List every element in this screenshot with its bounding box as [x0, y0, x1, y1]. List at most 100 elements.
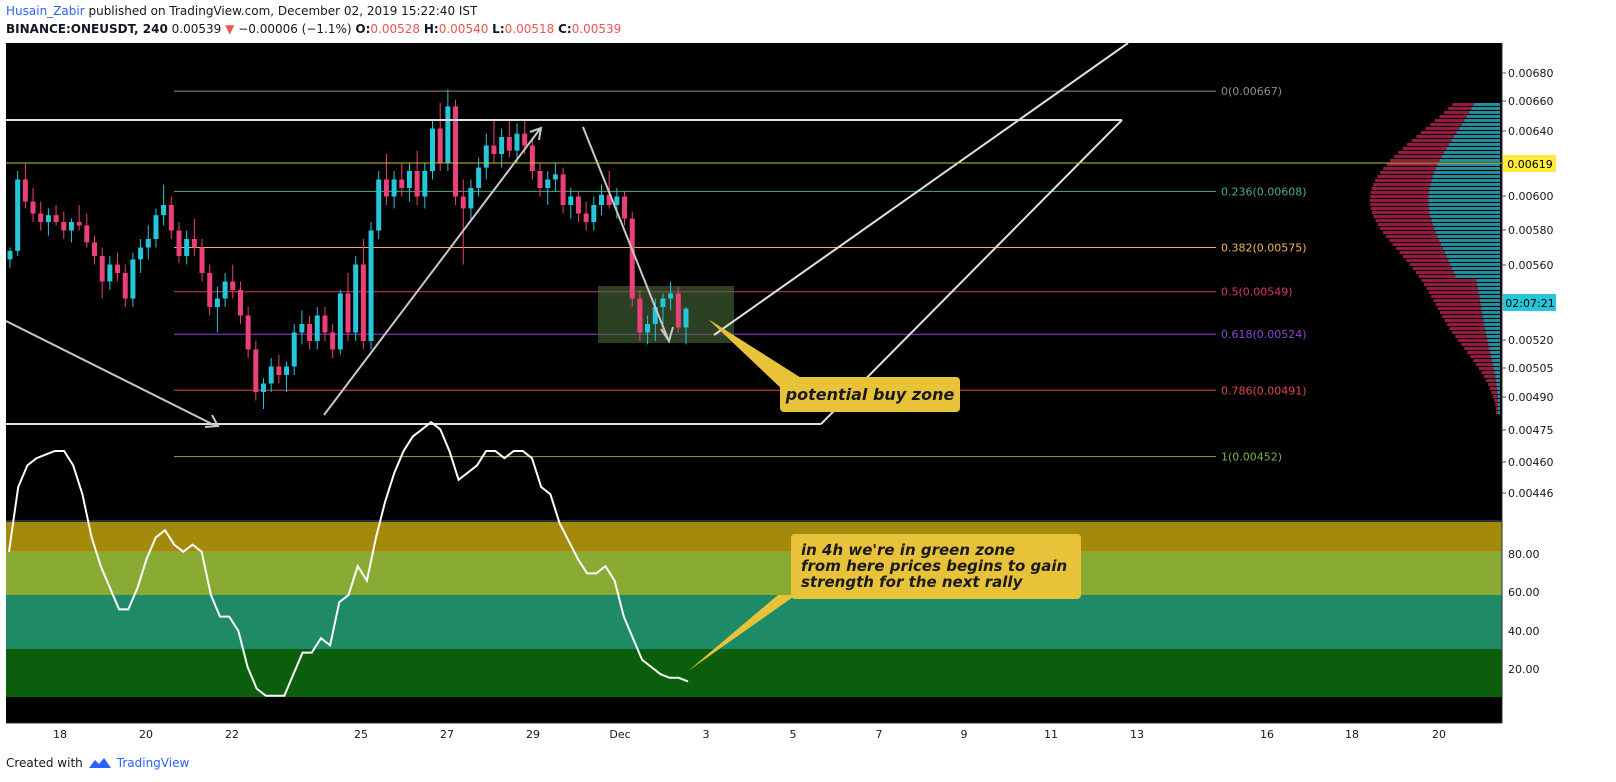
volume-bar-sell	[1492, 395, 1498, 398]
volume-bar-buy	[1484, 323, 1500, 326]
volume-bar-buy	[1456, 131, 1500, 134]
trend-drawings[interactable]	[6, 42, 1129, 425]
volume-bar-sell	[1458, 339, 1488, 342]
volume-bar-sell	[1495, 403, 1498, 406]
price-tick-label: 0.00640	[1508, 125, 1554, 138]
time-axis-label: 5	[790, 728, 797, 741]
volume-bar-sell	[1426, 287, 1478, 290]
buy-zone-callout[interactable]	[780, 377, 960, 412]
time-axis-label: 27	[440, 728, 454, 741]
volume-bar-buy	[1428, 199, 1500, 202]
volume-bar-sell	[1373, 183, 1431, 186]
candle-body	[675, 293, 681, 328]
volume-bar-sell	[1478, 367, 1494, 370]
candle-body	[45, 215, 51, 222]
volume-bar-buy	[1437, 235, 1500, 238]
arrow-drawings[interactable]	[5, 126, 674, 428]
volume-bar-sell	[1452, 331, 1486, 334]
candle-body	[468, 188, 474, 209]
volume-bar-sell	[1371, 187, 1430, 190]
bar-countdown: 02:07:21	[1505, 297, 1554, 310]
oscillator-callout[interactable]	[791, 534, 1081, 599]
chart-pane[interactable]: 0(0.00667) 0.236(0.00608) 0.382(0.00575) 0.…	[5, 42, 1610, 745]
volume-bar-sell	[1386, 235, 1438, 238]
price-tick-label: 0.00680	[1508, 67, 1554, 80]
current-price-tag	[1503, 155, 1556, 172]
arrow-down-left[interactable]	[5, 320, 217, 427]
volume-bar-sell	[1431, 295, 1480, 298]
candle-body	[191, 239, 197, 248]
countdown-tag	[1503, 294, 1556, 311]
time-axis-label: 11	[1044, 728, 1058, 741]
time-axis-label: 25	[354, 728, 368, 741]
price-pane-bg[interactable]	[6, 43, 1502, 520]
oscillator-zone	[6, 522, 1502, 552]
candle-body	[391, 179, 397, 197]
volume-bar-buy	[1480, 299, 1500, 302]
volume-bar-sell	[1409, 263, 1451, 266]
volume-bar-buy	[1476, 279, 1500, 282]
time-axis-bg[interactable]	[6, 723, 1502, 745]
volume-bar-sell	[1412, 267, 1453, 270]
volume-bar-buy	[1480, 303, 1500, 306]
volume-bar-buy	[1435, 231, 1500, 234]
volume-bar-buy	[1498, 399, 1500, 402]
candle-body	[360, 264, 366, 341]
channel-right-line[interactable]	[820, 119, 1123, 425]
candle-body	[330, 332, 336, 350]
tradingview-logo-icon	[88, 758, 111, 768]
candle-body	[406, 171, 412, 188]
volume-bar-sell	[1406, 259, 1449, 262]
volume-bar-sell	[1370, 191, 1429, 194]
arrow-down[interactable]	[582, 126, 669, 340]
volume-bar-buy	[1482, 315, 1500, 318]
volume-bar-sell	[1389, 239, 1440, 242]
volume-bar-sell	[1439, 115, 1467, 118]
buy-zone-callout-pointer	[708, 319, 806, 393]
candle-body	[145, 239, 151, 248]
candle-body	[537, 171, 543, 188]
volume-bar-sell	[1491, 391, 1498, 394]
candle-body	[161, 205, 167, 216]
oscillator-tick-label: 80.00	[1508, 548, 1540, 561]
publish-text: published on TradingView.com, December 0…	[88, 4, 478, 18]
oscillator-callout-pointer	[688, 595, 796, 671]
pane-divider[interactable]	[6, 520, 1502, 522]
volume-bar-buy	[1439, 239, 1500, 242]
candle-body	[622, 196, 628, 219]
volume-bar-sell	[1494, 399, 1498, 402]
time-axis-label: 3	[703, 728, 710, 741]
close-value: 0.00539	[571, 22, 622, 36]
candle-body	[345, 293, 351, 333]
price-tick-label: 0.00600	[1508, 190, 1554, 203]
volume-bar-sell	[1447, 323, 1485, 326]
volume-bar-buy	[1498, 411, 1500, 414]
author-link[interactable]: Husain_Zabir	[6, 4, 85, 18]
volume-bar-buy	[1444, 151, 1500, 154]
volume-bar-buy	[1487, 339, 1500, 342]
volume-bar-buy	[1479, 295, 1500, 298]
volume-bar-sell	[1437, 307, 1482, 310]
tradingview-brand-link[interactable]: TradingView	[116, 756, 190, 770]
created-with-text: Created with	[6, 756, 83, 770]
volume-bar-sell	[1386, 163, 1438, 166]
fib-level-label: 0(0.00667)	[1221, 85, 1282, 98]
chart-canvas[interactable]: 0(0.00667) 0.236(0.00608) 0.382(0.00575) 0.…	[5, 42, 1610, 745]
candle-body	[368, 230, 374, 341]
volume-bar-sell	[1439, 311, 1482, 314]
volume-bar-buy	[1495, 379, 1500, 382]
projection-line[interactable]	[713, 42, 1129, 336]
volume-bar-buy	[1497, 391, 1500, 394]
volume-bar-buy	[1448, 143, 1500, 146]
arrow-head-3	[660, 326, 674, 344]
candle-body	[168, 205, 174, 231]
footer: Created with TradingView	[6, 756, 189, 770]
candle-body	[606, 194, 612, 205]
volume-bar-sell	[1435, 303, 1481, 306]
arrow-up[interactable]	[323, 128, 541, 416]
volume-bar-buy	[1481, 311, 1500, 314]
price-tick-label: 0.00446	[1508, 487, 1554, 500]
candle-body	[476, 167, 482, 188]
candle-body	[529, 145, 535, 171]
candle-body	[399, 179, 405, 188]
